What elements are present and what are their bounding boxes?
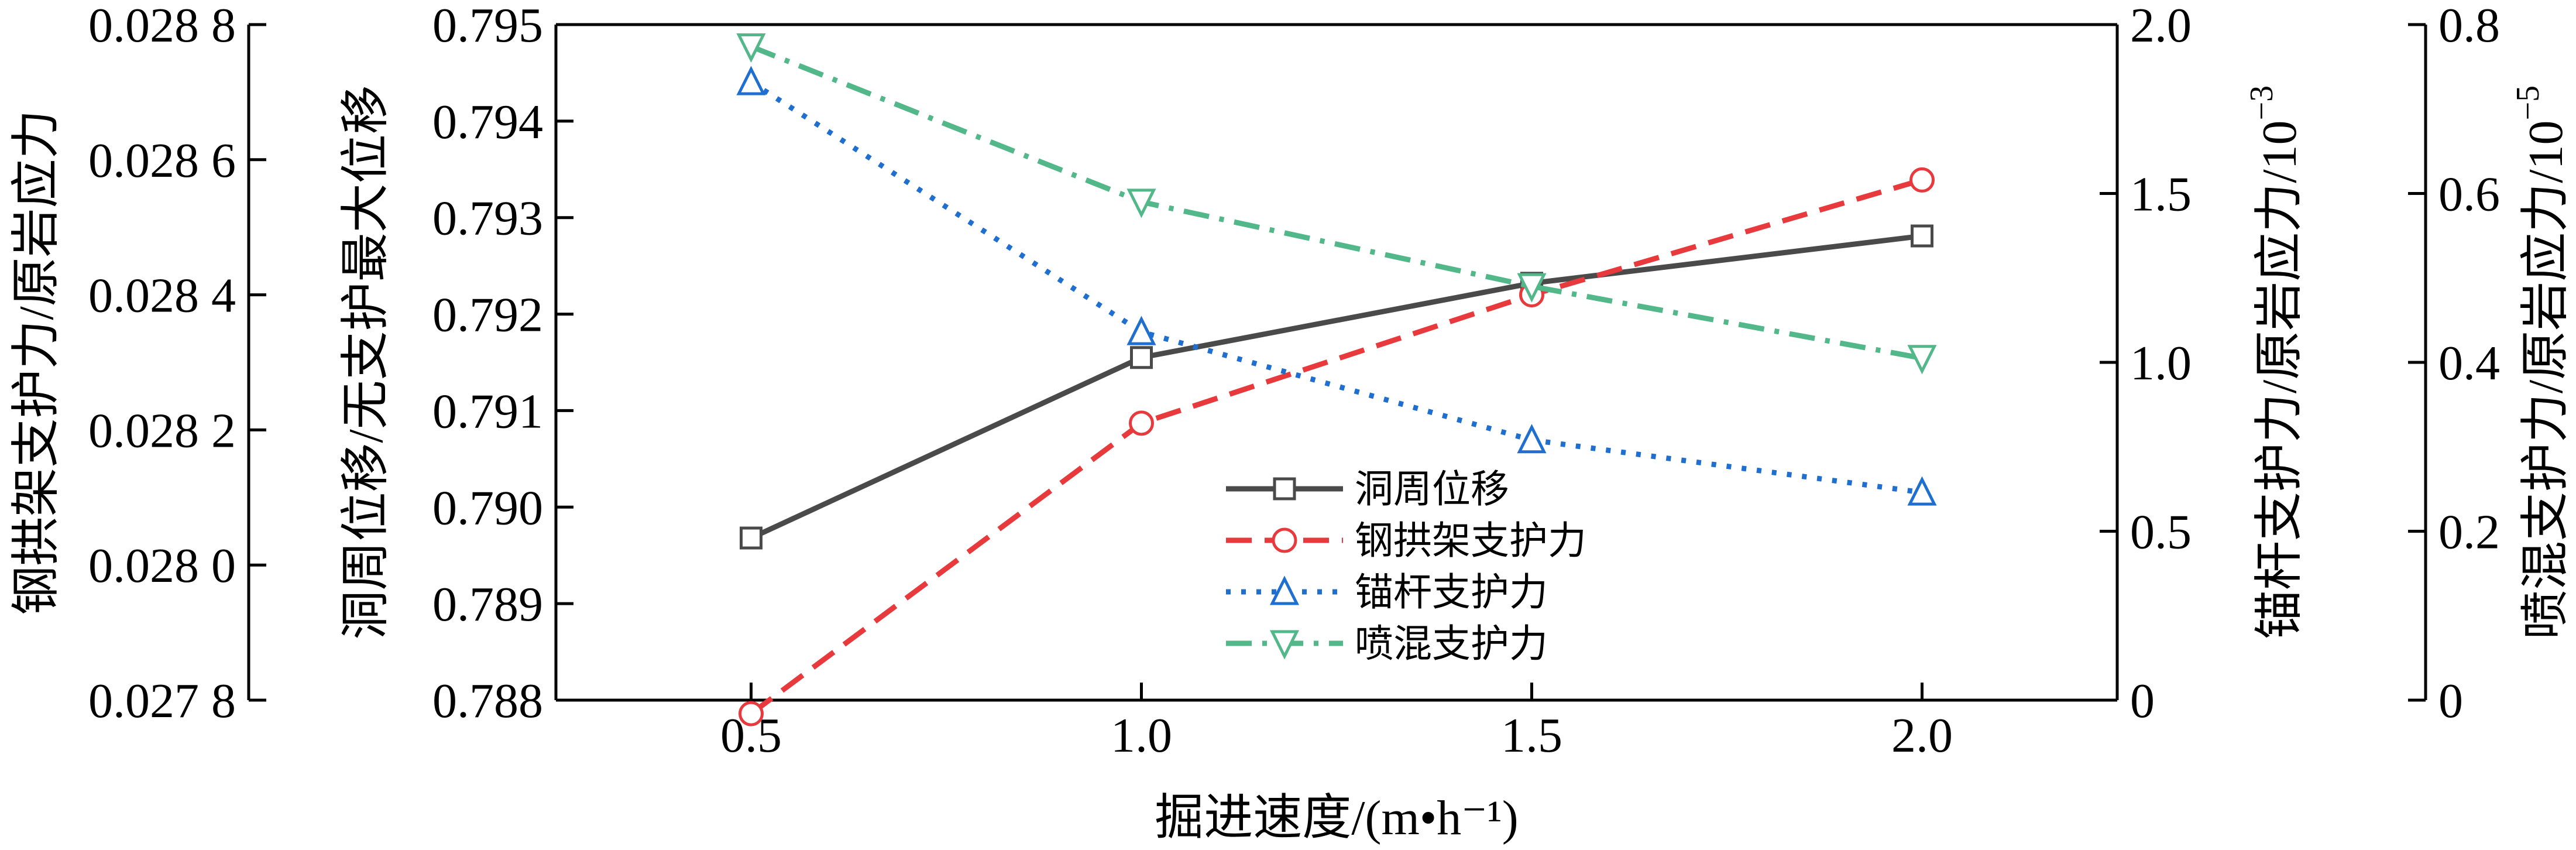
y-axis-title-right_outer: 喷混支护力/原岩应力/10−5 xyxy=(2510,85,2573,639)
legend-label-0: 洞周位移 xyxy=(1355,468,1509,511)
series-point-1 xyxy=(739,701,764,726)
x-tick-label: 2.0 xyxy=(1891,708,1953,763)
legend-marker-0 xyxy=(1273,477,1296,501)
series-point-3 xyxy=(1907,345,1937,375)
y-tick-label-left_inner: 0.790 xyxy=(432,481,543,535)
x-tick-label: 1.0 xyxy=(1111,708,1172,763)
x-axis-title: 掘进速度/(m•h⁻¹) xyxy=(1155,791,1519,845)
series-point-0 xyxy=(1130,346,1153,369)
series-point-3 xyxy=(736,33,766,63)
y-tick-label-right_outer: 0 xyxy=(2438,674,2463,728)
y-tick-label-left_outer: 0.028 8 xyxy=(88,0,236,53)
y-tick-label-right_inner: 1.5 xyxy=(2130,167,2192,222)
y-tick-label-left_inner: 0.789 xyxy=(432,577,543,632)
legend-marker-1 xyxy=(1272,527,1297,553)
series-point-0 xyxy=(740,526,763,550)
legend-label-2: 锚杆支护力 xyxy=(1355,571,1548,614)
y-tick-label-left_outer: 0.028 2 xyxy=(88,403,236,458)
y-tick-label-left_inner: 0.791 xyxy=(432,384,543,438)
series-point-0 xyxy=(1911,224,1933,248)
y-tick-label-right_inner: 0.5 xyxy=(2130,505,2192,560)
y-axis-title-left_outer: 钢拱架支护力/原岩应力 xyxy=(9,109,64,615)
legend-label-1: 钢拱架支护力 xyxy=(1355,520,1586,563)
series-line-2 xyxy=(750,80,1923,495)
y-axis-title-right_inner: 锚杆支护力/原岩应力/10−3 xyxy=(2244,85,2307,639)
y-tick-label-left_outer: 0.027 8 xyxy=(88,674,236,728)
series-line-0 xyxy=(750,233,1923,541)
series-point-1 xyxy=(1909,167,1935,193)
series-point-2 xyxy=(1517,424,1547,454)
y-tick-label-right_inner: 0 xyxy=(2130,674,2155,728)
y-tick-label-left_outer: 0.028 0 xyxy=(88,539,236,593)
y-tick-label-left_inner: 0.795 xyxy=(432,0,543,53)
y-tick-label-left_outer: 0.028 4 xyxy=(88,269,236,323)
series-line-1 xyxy=(749,177,1923,716)
series-point-2 xyxy=(736,66,766,95)
series-line-3 xyxy=(750,44,1923,361)
y-tick-label-right_outer: 0.2 xyxy=(2438,505,2500,560)
x-tick-label: 1.5 xyxy=(1501,708,1562,763)
y-axis-title-left_inner: 洞周位移/无支护最大位移 xyxy=(339,85,393,639)
y-tick-label-left_inner: 0.792 xyxy=(432,288,543,342)
legend-marker-3 xyxy=(1269,630,1300,660)
y-tick-label-right_inner: 2.0 xyxy=(2130,0,2192,53)
series-point-2 xyxy=(1907,476,1937,506)
series-point-3 xyxy=(1126,188,1156,218)
y-tick-label-right_outer: 0.8 xyxy=(2438,0,2500,53)
y-tick-label-left_inner: 0.788 xyxy=(432,674,543,728)
y-tick-label-left_outer: 0.028 6 xyxy=(88,133,236,188)
y-tick-label-left_inner: 0.794 xyxy=(432,95,543,149)
series-point-2 xyxy=(1126,316,1156,345)
y-tick-label-right_inner: 1.0 xyxy=(2130,336,2192,390)
y-tick-label-left_inner: 0.793 xyxy=(432,191,543,246)
legend-marker-2 xyxy=(1269,575,1300,605)
legend-label-3: 喷混支护力 xyxy=(1355,623,1548,666)
y-tick-label-right_outer: 0.4 xyxy=(2438,336,2500,390)
series-point-1 xyxy=(1129,410,1154,436)
y-tick-label-right_outer: 0.6 xyxy=(2438,167,2500,222)
series-point-3 xyxy=(1517,273,1547,303)
